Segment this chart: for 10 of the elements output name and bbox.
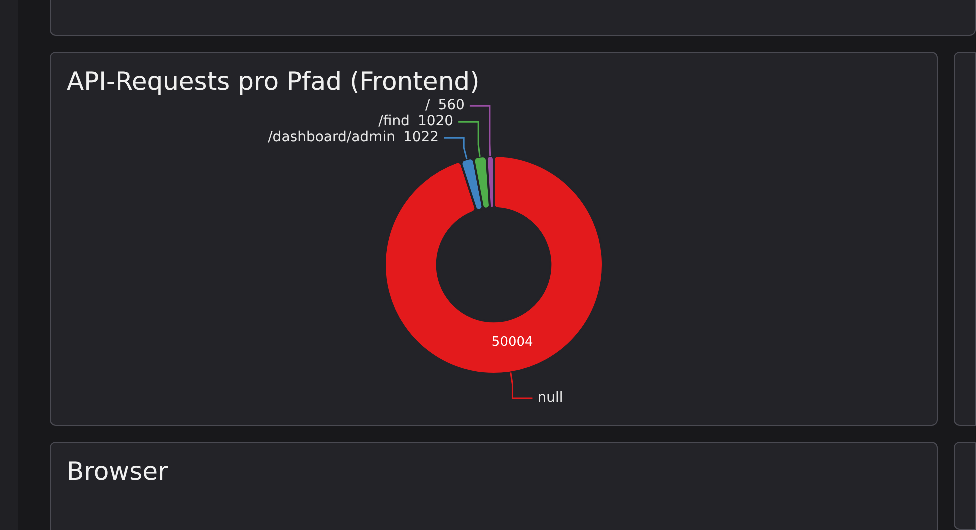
data-label: 50004 (492, 335, 534, 350)
text: Browser (67, 457, 168, 486)
slice-label: null (538, 390, 564, 406)
data-label: 560 (438, 98, 465, 114)
chart-title: API-Requests pro Pfad (Frontend) (67, 67, 480, 96)
data-label: 1020 (418, 114, 454, 130)
slice-label: /dashboard/admin (268, 130, 396, 146)
slice-label: /find (378, 114, 410, 130)
data-label: 1022 (403, 130, 440, 146)
slice-label: / (426, 98, 431, 114)
